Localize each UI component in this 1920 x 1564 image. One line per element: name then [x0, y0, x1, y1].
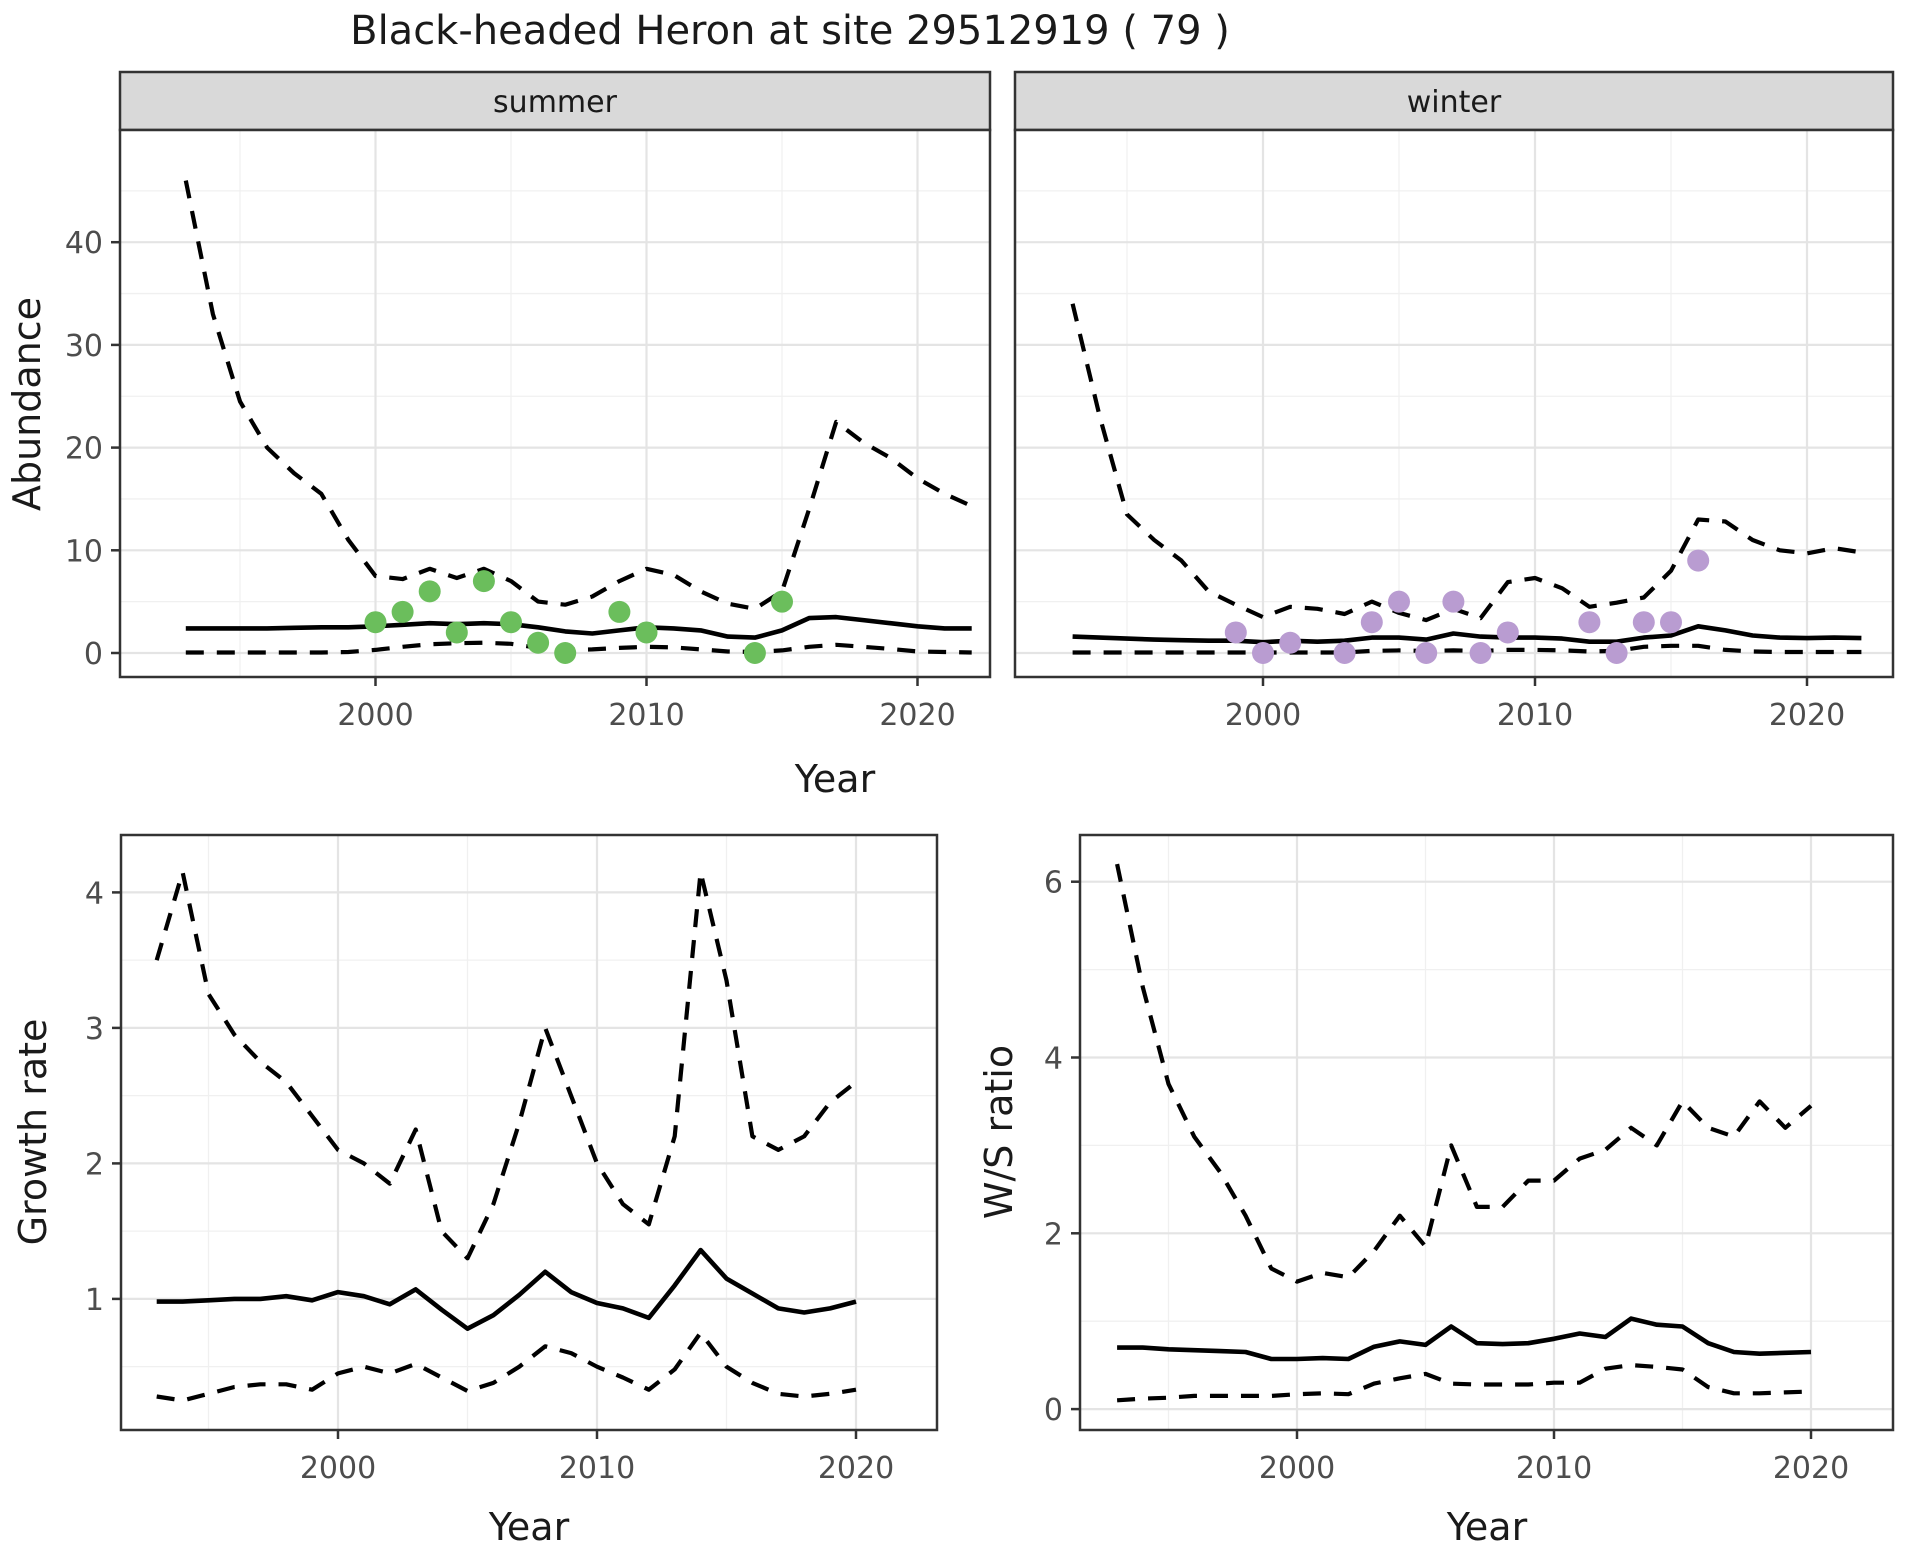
x-axis-tick-label: 2020: [1769, 698, 1845, 733]
y-axis-tick-label: 3: [85, 1012, 104, 1047]
winter_abundance-upper_95ci-line: [1070, 303, 1862, 623]
summer_abundance-observation-point: [635, 621, 658, 644]
summer_abundance-observation-point: [527, 631, 550, 654]
winter_abundance-observation-point: [1687, 549, 1710, 572]
x-axis-tick-label: 2010: [1497, 698, 1573, 733]
y-axis-tick-label: 30: [65, 329, 103, 364]
y-axis-tick-label: 20: [65, 432, 103, 467]
panel-background: [1015, 130, 1893, 677]
x-axis-tick-label: 2020: [1773, 1451, 1849, 1486]
summer_abundance-observation-point: [364, 611, 387, 634]
panel-border: [118, 128, 992, 679]
ws_ratio-median-line: [1117, 1316, 1812, 1362]
summer_abundance-observation-point: [418, 580, 441, 603]
summer_abundance-observation-point: [391, 600, 414, 623]
summer_abundance-median-line: [185, 614, 972, 640]
panel-background: [121, 835, 937, 1430]
y-axis-tick-label: 10: [65, 534, 103, 569]
winter_abundance-observation-point: [1360, 611, 1383, 634]
facet-strip-winter-label: winter: [1407, 85, 1502, 120]
panel-border: [1013, 128, 1895, 679]
facet-strip-summer: [118, 70, 992, 132]
summer_abundance-observation-point: [743, 642, 766, 664]
winter_abundance-observation-point: [1605, 642, 1628, 664]
y-axis-title-abundance: Abundance: [5, 297, 49, 511]
winter_abundance-observation-point: [1388, 590, 1410, 613]
y-axis-tick-label: 2: [85, 1147, 104, 1182]
y-axis-tick-label: 4: [1044, 1042, 1063, 1077]
y-axis-title-ws: W/S ratio: [977, 1045, 1021, 1219]
growth_rate-upper_95ci-line: [154, 869, 858, 1261]
panel-summer-abundance: 2000 2010 2020 0 10 20 30 40: [65, 128, 992, 733]
y-axis-tick-label: 1: [85, 1283, 104, 1318]
x-axis-title-year-bottom-left: Year: [488, 1505, 570, 1549]
x-axis-tick-label: 2010: [1516, 1451, 1592, 1486]
x-axis-tick-label: 2000: [1259, 1451, 1335, 1486]
y-axis-tick-label: 0: [84, 637, 103, 672]
summer_abundance-upper_95ci-line: [183, 180, 973, 611]
summer_abundance-observation-point: [500, 611, 522, 634]
winter_abundance-observation-point: [1333, 642, 1356, 664]
y-axis-tick-label: 6: [1044, 866, 1063, 901]
panel-winter-abundance: 2000 2010 2020: [1013, 128, 1895, 733]
winter_abundance-observation-point: [1632, 611, 1655, 634]
winter_abundance-lower_95ci-line: [1072, 643, 1862, 655]
x-axis-tick-label: 2010: [608, 698, 684, 733]
x-axis-tick-label: 2020: [818, 1451, 894, 1486]
panel-growth-rate: 2000 2010 2020 1 2 3 4: [85, 833, 939, 1486]
x-axis-title-year-bottom-right: Year: [1446, 1505, 1528, 1549]
summer_abundance-lower_95ci-line: [185, 640, 972, 655]
winter_abundance-observation-point: [1415, 642, 1438, 664]
panel-background: [120, 130, 990, 677]
summer_abundance-observation-point: [445, 621, 468, 644]
winter_abundance-observation-point: [1224, 621, 1247, 644]
plot-title: Black-headed Heron at site 29512919 ( 79…: [350, 8, 1230, 54]
panel-border: [1078, 833, 1895, 1432]
y-axis-tick-label: 4: [85, 876, 104, 911]
winter_abundance-median-line: [1072, 623, 1862, 645]
winter_abundance-observation-point: [1442, 590, 1465, 613]
y-axis-tick-label: 2: [1044, 1217, 1063, 1252]
x-axis-tick-label: 2000: [300, 1451, 376, 1486]
summer_abundance-observation-point: [554, 642, 577, 664]
winter_abundance-observation-point: [1578, 611, 1601, 634]
winter_abundance-observation-point: [1496, 621, 1519, 644]
facet-strip-winter: [1013, 70, 1895, 132]
growth_rate-median-line: [156, 1247, 857, 1331]
y-axis-tick-label: 0: [1044, 1393, 1063, 1428]
x-axis-tick-label: 2000: [1225, 698, 1301, 733]
summer_abundance-observation-point: [771, 590, 793, 613]
panel-ws-ratio: 2000 2010 2020 0 2 4 6: [1044, 833, 1895, 1486]
summer_abundance-observation-point: [608, 600, 631, 623]
facet-strip-summer-label: summer: [493, 85, 618, 120]
x-axis-tick-label: 2000: [337, 698, 413, 733]
winter_abundance-observation-point: [1469, 642, 1492, 664]
ws_ratio-upper_95ci-line: [1115, 863, 1813, 1284]
winter_abundance-observation-point: [1660, 611, 1682, 634]
x-axis-title-year-top: Year: [794, 757, 876, 801]
x-axis-tick-label: 2020: [879, 698, 955, 733]
ws_ratio-lower_95ci-line: [1116, 1362, 1812, 1403]
x-axis-tick-label: 2010: [559, 1451, 635, 1486]
panel-border: [119, 833, 939, 1432]
panel-background: [1080, 835, 1893, 1430]
growth_rate-lower_95ci-line: [156, 1330, 857, 1403]
y-axis-title-growth: Growth rate: [11, 1019, 55, 1246]
y-axis-tick-label: 40: [65, 226, 103, 261]
summer_abundance-observation-point: [472, 570, 495, 593]
winter_abundance-observation-point: [1252, 642, 1274, 664]
winter_abundance-observation-point: [1279, 631, 1302, 654]
